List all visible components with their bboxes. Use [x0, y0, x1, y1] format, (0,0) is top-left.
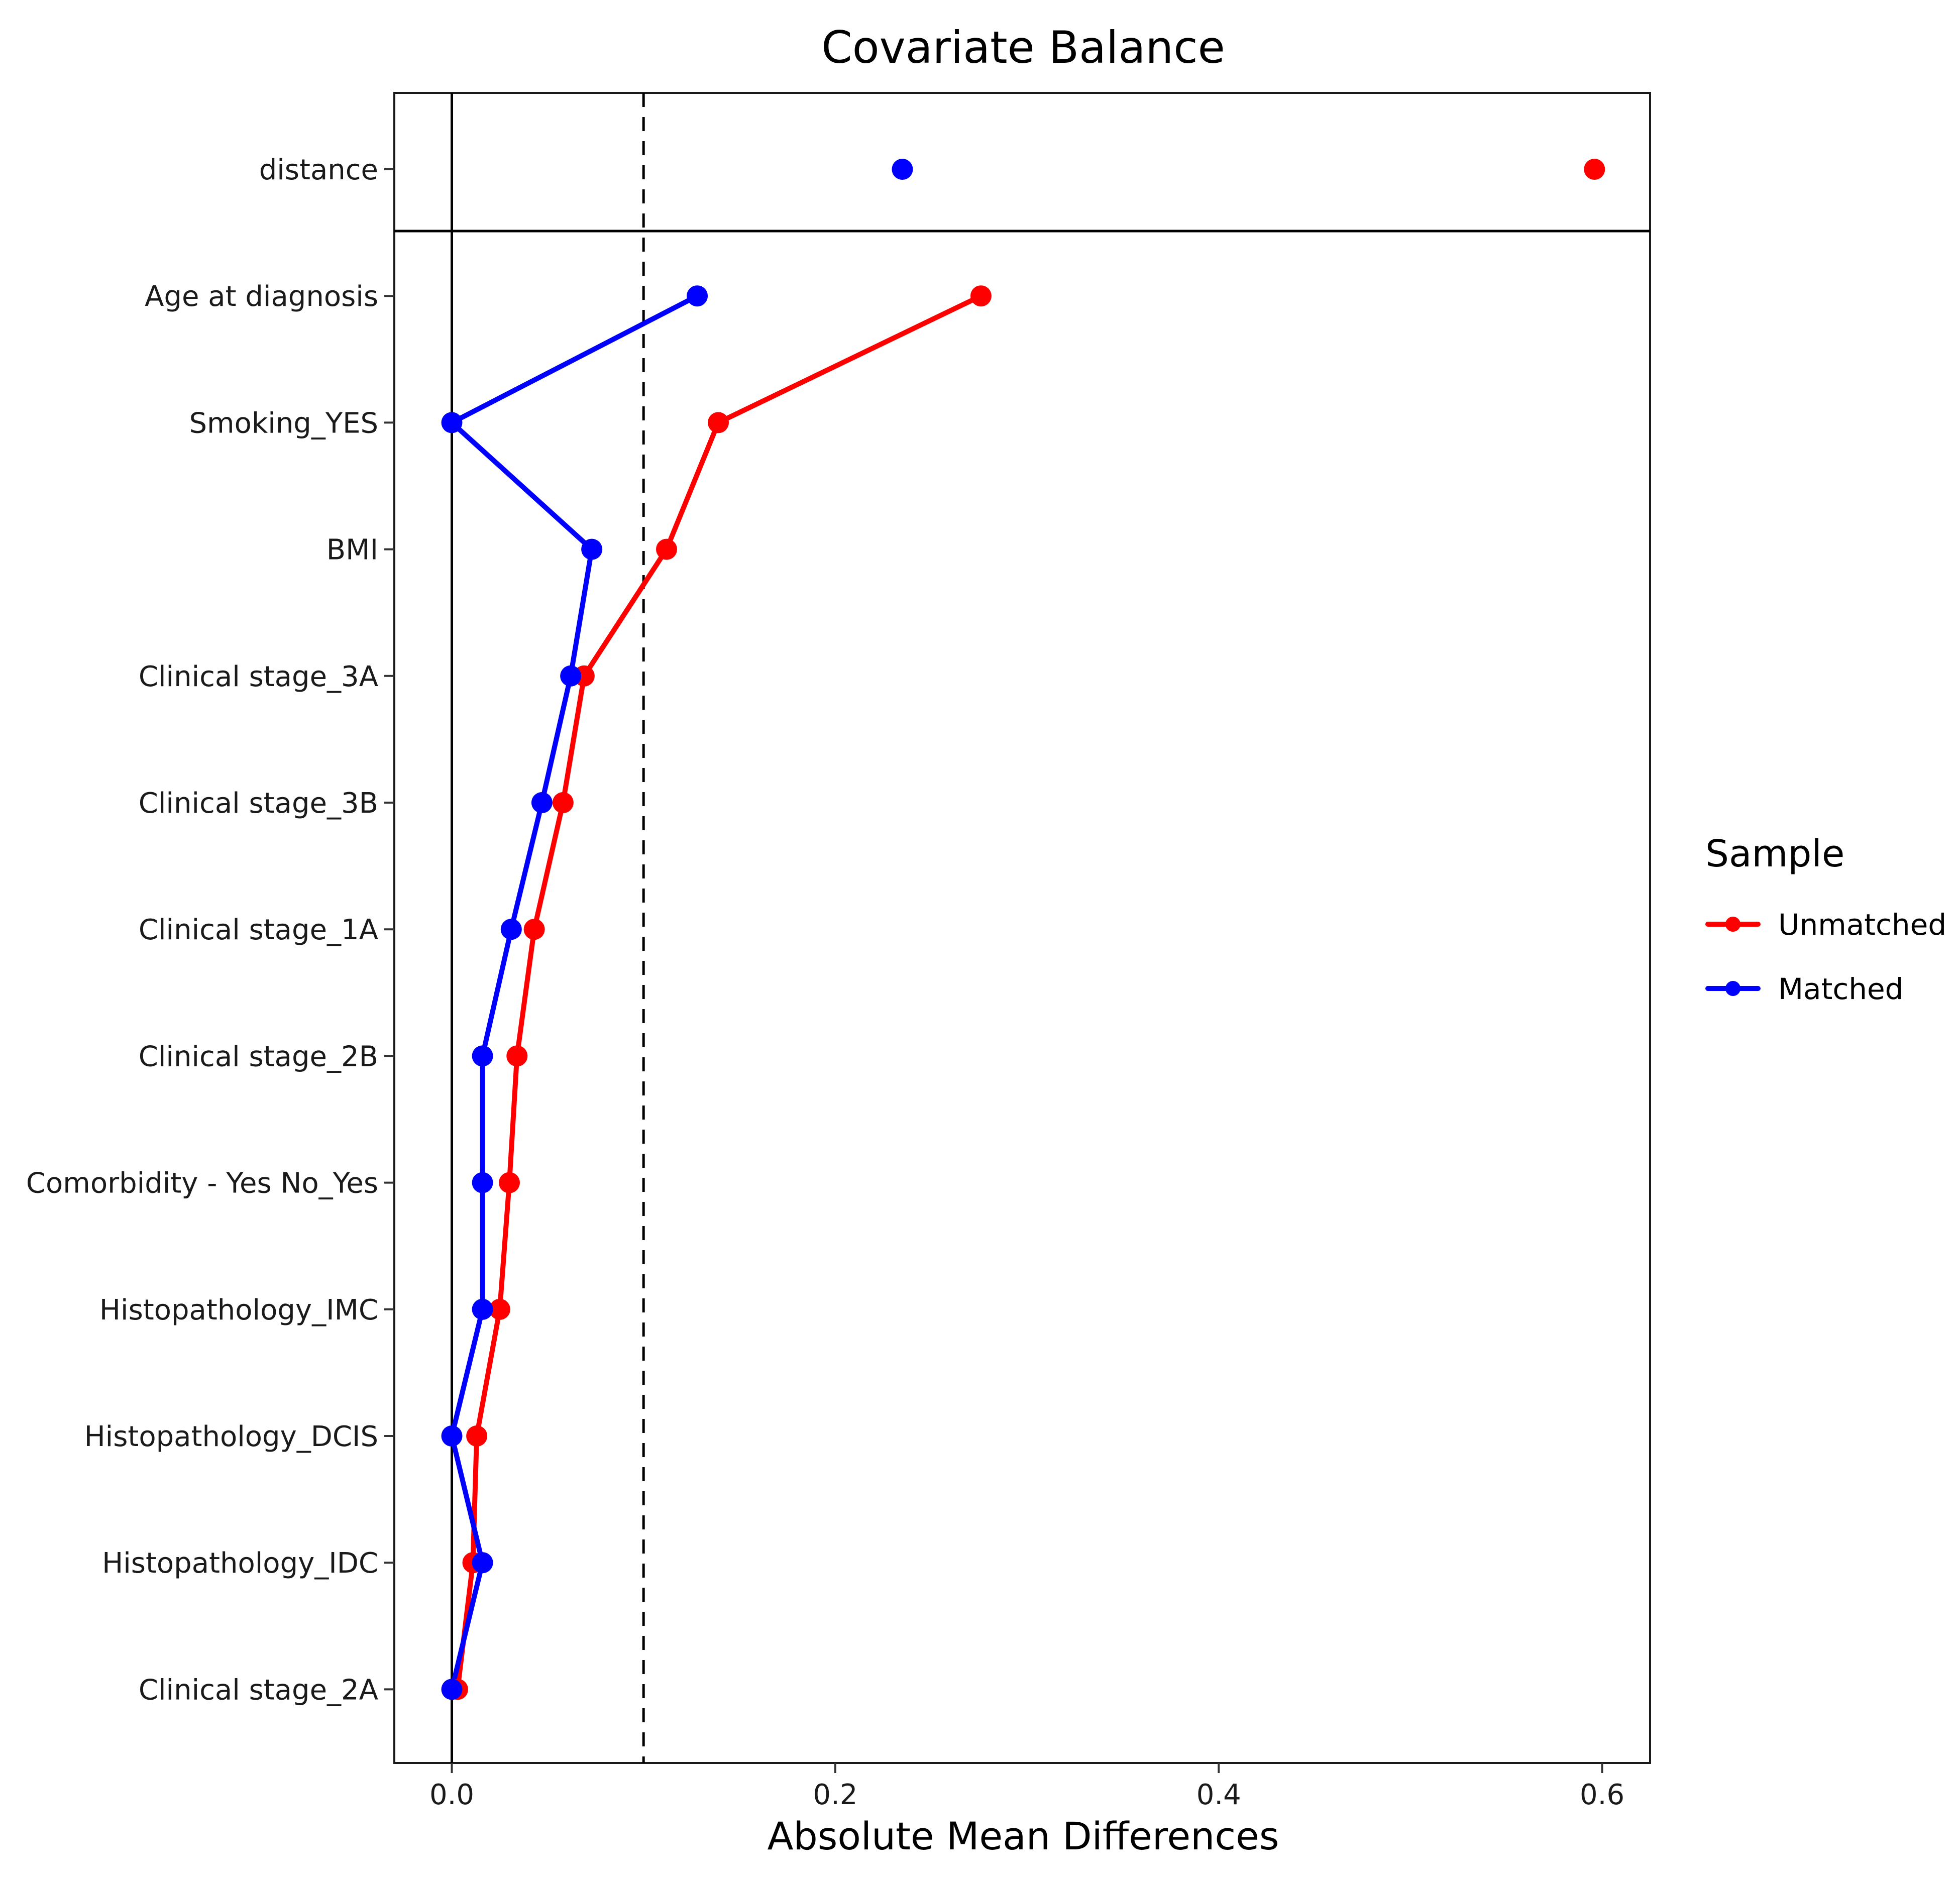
y-tick-label: Clinical stage_3A [139, 660, 378, 693]
data-point-matched-clinical-stage-3a [560, 665, 582, 687]
data-point-unmatched-histopathology-dcis [466, 1425, 488, 1447]
y-tick-label: Histopathology_DCIS [84, 1420, 378, 1453]
data-point-unmatched-age-at-diagnosis [970, 285, 992, 307]
data-point-matched-clinical-stage-2a [441, 1679, 463, 1700]
data-point-matched-clinical-stage-1a [500, 919, 522, 940]
x-axis-title: Absolute Mean Differences [768, 1814, 1279, 1858]
data-point-unmatched-clinical-stage-3b [552, 792, 574, 813]
y-tick-label: Comorbidity - Yes No_Yes [26, 1167, 378, 1200]
y-tick-label: Clinical stage_1A [139, 914, 378, 946]
data-point-matched-bmi [581, 538, 603, 560]
data-point-unmatched-distance [1584, 159, 1605, 180]
x-axis: 0.0 0.2 0.4 0.6 [429, 1763, 1624, 1811]
y-tick-label: Clinical stage_3B [139, 787, 378, 820]
y-tick-label: Clinical stage_2B [139, 1040, 378, 1073]
legend-title: Sample [1705, 832, 1844, 875]
chart-marks [441, 159, 1605, 1700]
data-point-matched-histopathology-idc [472, 1552, 493, 1574]
data-point-matched-distance [892, 159, 913, 180]
data-point-unmatched-bmi [656, 538, 677, 560]
data-point-matched-histopathology-dcis [441, 1425, 463, 1447]
x-tick-label: 0.2 [813, 1779, 857, 1811]
data-point-matched-histopathology-imc [472, 1298, 493, 1320]
data-point-matched-age-at-diagnosis [687, 285, 708, 307]
data-point-unmatched-clinical-stage-1a [523, 919, 545, 940]
panel-border [393, 92, 1651, 1764]
legend-label-unmatched: Unmatched [1778, 908, 1946, 942]
data-point-unmatched-smoking-yes [708, 412, 729, 433]
data-point-matched-clinical-stage-3b [531, 792, 553, 813]
legend: Sample Unmatched Matched [1705, 832, 1946, 1006]
y-tick-label: Histopathology_IMC [99, 1294, 378, 1327]
legend-key-point-unmatched [1725, 917, 1740, 932]
data-point-unmatched-comorbidity-yes-no-yes [499, 1172, 520, 1193]
data-point-matched-smoking-yes [441, 412, 463, 433]
data-point-unmatched-histopathology-imc [489, 1298, 510, 1320]
series-line-matched [449, 293, 700, 1692]
y-axis: distance Age at diagnosis Smoking_YES BMI Cl… [26, 154, 394, 1706]
y-tick-label: Clinical stage_2A [139, 1674, 378, 1706]
series-line-unmatched [455, 293, 984, 1692]
y-tick-label: distance [259, 154, 378, 186]
x-tick-label: 0.4 [1196, 1779, 1241, 1811]
y-tick-label: BMI [326, 534, 378, 567]
y-tick-label: Histopathology_IDC [102, 1547, 378, 1580]
y-tick-label: Smoking_YES [189, 407, 378, 439]
x-tick-label: 0.0 [429, 1779, 474, 1811]
data-point-matched-clinical-stage-2b [472, 1045, 493, 1067]
legend-label-matched: Matched [1778, 972, 1903, 1006]
y-tick-label: Age at diagnosis [145, 280, 378, 313]
chart-title: Covariate Balance [821, 22, 1225, 73]
plot-area [393, 92, 1651, 1764]
x-tick-label: 0.6 [1580, 1779, 1624, 1811]
data-point-unmatched-clinical-stage-2b [506, 1045, 528, 1067]
legend-key-point-matched [1725, 981, 1740, 996]
data-point-matched-comorbidity-yes-no-yes [472, 1172, 493, 1193]
